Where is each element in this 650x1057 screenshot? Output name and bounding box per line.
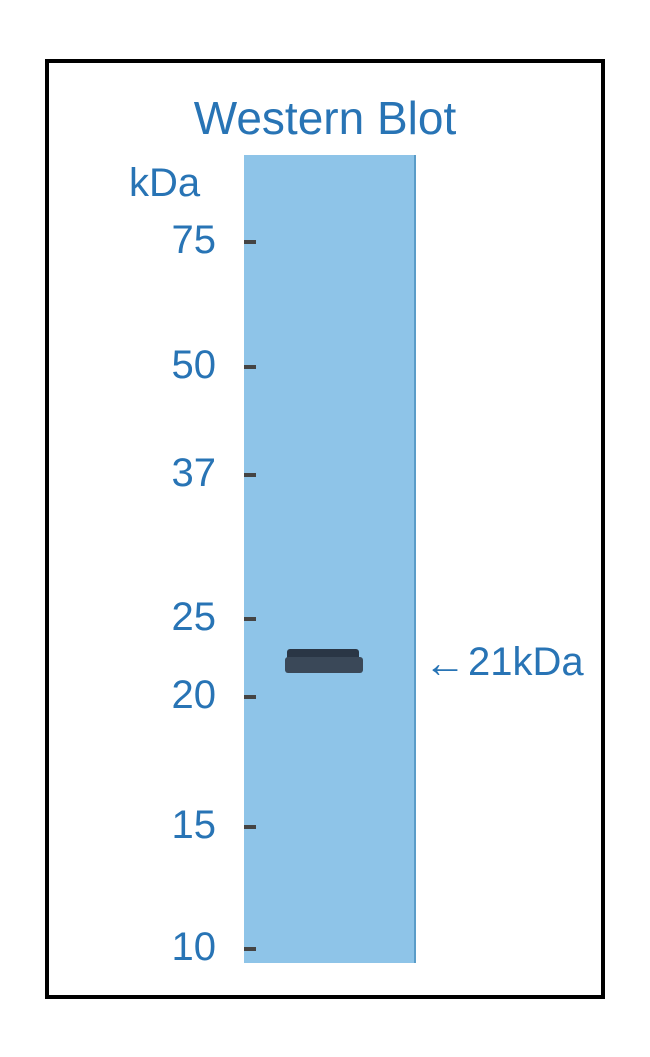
mw-label-37: 37 xyxy=(156,451,216,496)
arrow-left-icon: ← xyxy=(424,639,466,687)
mw-label-10: 10 xyxy=(156,925,216,970)
mw-label-25: 25 xyxy=(156,595,216,640)
band-annotation: ← 21kDa xyxy=(424,639,584,687)
mw-tick xyxy=(244,825,256,829)
mw-label-20: 20 xyxy=(156,673,216,718)
gel-lane xyxy=(244,155,416,963)
mw-tick xyxy=(244,617,256,621)
unit-label: kDa xyxy=(129,161,200,206)
blot-title: Western Blot xyxy=(49,91,601,145)
mw-tick xyxy=(244,240,256,244)
protein-band-1 xyxy=(285,657,363,673)
mw-label-50: 50 xyxy=(156,343,216,388)
mw-tick xyxy=(244,947,256,951)
mw-label-15: 15 xyxy=(156,803,216,848)
western-blot-figure: Western Blot kDa 75 50 37 25 20 15 10 ← 21kDa xyxy=(45,59,605,999)
mw-tick xyxy=(244,473,256,477)
annotation-label: 21kDa xyxy=(468,640,584,685)
mw-tick xyxy=(244,695,256,699)
mw-tick xyxy=(244,365,256,369)
mw-label-75: 75 xyxy=(156,218,216,263)
